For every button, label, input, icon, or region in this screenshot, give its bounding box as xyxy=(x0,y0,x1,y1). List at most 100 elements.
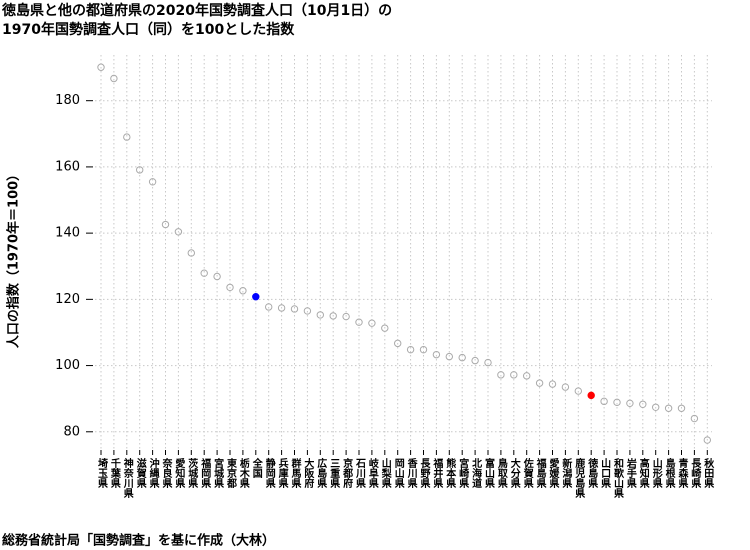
data-point xyxy=(406,345,415,354)
data-point xyxy=(652,403,660,411)
x-tick-label: 熊本県 xyxy=(444,457,456,489)
data-point xyxy=(613,398,621,407)
data-point xyxy=(316,311,324,319)
chart-title: 1970年国勢調査人口（同）を100とした指数 xyxy=(2,21,295,38)
data-point xyxy=(187,249,196,257)
x-tick-label: 滋賀県 xyxy=(134,457,147,489)
x-tick-label: 岩手県 xyxy=(624,457,637,489)
x-tick-label: 福島県 xyxy=(534,457,547,489)
data-point xyxy=(394,339,402,348)
x-tick-label: 富山県 xyxy=(483,457,495,489)
x-tick-label: 秋田県 xyxy=(702,457,714,489)
x-tick-label: 埼玉県 xyxy=(96,457,108,489)
x-tick-label: 三重県 xyxy=(328,458,340,489)
x-tick-label: 奈良県 xyxy=(160,457,173,489)
data-point xyxy=(303,307,312,315)
data-point xyxy=(239,287,247,295)
y-tick-label: 120 xyxy=(55,292,80,307)
x-tick-label: 島根県 xyxy=(663,457,675,489)
data-point xyxy=(329,312,337,320)
x-tick-label: 山形県 xyxy=(650,457,662,489)
data-point xyxy=(664,404,673,412)
y-tick-label: 80 xyxy=(63,424,80,439)
x-tick-label: 大阪府 xyxy=(302,457,314,489)
y-tick-label: 160 xyxy=(55,159,80,174)
data-point xyxy=(445,352,453,361)
data-point xyxy=(600,397,608,406)
data-point xyxy=(497,371,505,379)
data-point xyxy=(432,350,441,359)
x-tick-label: 新潟県 xyxy=(560,457,572,489)
data-point xyxy=(561,383,570,391)
x-tick-label: 宮城県 xyxy=(212,457,224,489)
x-tick-label: 沖縄県 xyxy=(147,457,159,489)
x-tick-label: 鹿児島県 xyxy=(573,457,586,499)
data-point xyxy=(587,391,595,400)
data-point xyxy=(252,292,260,301)
x-tick-label: 群馬県 xyxy=(289,457,301,489)
data-point xyxy=(484,358,492,367)
data-point xyxy=(535,379,544,387)
data-point xyxy=(574,387,582,395)
x-tick-label: 広島県 xyxy=(315,457,327,489)
x-tick-label: 千葉県 xyxy=(108,457,121,489)
y-tick-label: 100 xyxy=(55,358,80,373)
x-tick-label: 青森県 xyxy=(676,457,689,489)
x-tick-label: 茨城県 xyxy=(186,457,198,489)
x-tick-label: 高知県 xyxy=(637,457,650,489)
x-tick-label: 福岡県 xyxy=(199,457,212,489)
x-tick-label: 大分県 xyxy=(508,457,520,489)
data-point xyxy=(277,304,286,312)
data-point xyxy=(355,318,363,326)
x-tick-label: 山口県 xyxy=(599,457,611,489)
data-point xyxy=(226,283,234,292)
data-point xyxy=(97,63,105,71)
data-point xyxy=(148,178,157,186)
x-tick-label: 静岡県 xyxy=(263,457,275,489)
x-tick-label: 岡山県 xyxy=(392,458,404,489)
x-tick-label: 徳島県 xyxy=(586,457,599,489)
data-point xyxy=(523,372,531,380)
data-point xyxy=(548,380,557,388)
x-tick-label: 東京都 xyxy=(225,457,238,489)
data-point xyxy=(626,399,634,408)
x-tick-label: 鳥取県 xyxy=(495,457,507,489)
x-tick-label: 和歌山県 xyxy=(612,457,625,499)
x-tick-label: 長野県 xyxy=(418,458,430,489)
data-point xyxy=(136,166,144,174)
x-tick-label: 愛媛県 xyxy=(547,457,560,489)
x-tick-label: 佐賀県 xyxy=(521,457,534,489)
x-tick-label: 長崎県 xyxy=(689,458,701,489)
data-point xyxy=(265,303,273,311)
x-tick-label: 福井県 xyxy=(431,457,444,489)
data-point xyxy=(174,228,183,236)
x-tick-label: 京都府 xyxy=(341,457,354,489)
x-tick-label: 岐阜県 xyxy=(366,457,378,489)
data-point xyxy=(290,305,299,313)
x-tick-label: 栃木県 xyxy=(237,457,250,489)
data-point xyxy=(123,133,131,141)
x-tick-label: 宮崎県 xyxy=(457,457,469,489)
data-point xyxy=(510,371,518,379)
y-axis-label: 人口の指数（1970年＝100） xyxy=(6,168,22,348)
data-point xyxy=(419,345,428,354)
caption: 総務省統計局「国勢調査」を基に作成（大林） xyxy=(2,533,275,549)
x-tick-label: 香川県 xyxy=(405,457,418,489)
y-tick-label: 140 xyxy=(55,226,80,241)
x-tick-label: 全国 xyxy=(250,457,263,479)
x-tick-label: 兵庫県 xyxy=(276,457,288,489)
data-point xyxy=(213,272,221,281)
data-point xyxy=(381,324,389,332)
data-point xyxy=(639,400,647,409)
x-tick-label: 愛知県 xyxy=(173,457,186,489)
data-point xyxy=(368,319,376,327)
chart-title: 徳島県と他の都道府県の2020年国勢調査人口（10月1日）の xyxy=(1,2,392,19)
x-tick-label: 山梨県 xyxy=(379,457,392,489)
data-point xyxy=(677,404,686,412)
x-tick-label: 神奈川県 xyxy=(121,457,134,499)
x-tick-label: 北海道 xyxy=(470,457,482,489)
y-tick-label: 180 xyxy=(55,93,80,108)
data-point xyxy=(703,436,711,444)
data-point xyxy=(161,220,170,229)
